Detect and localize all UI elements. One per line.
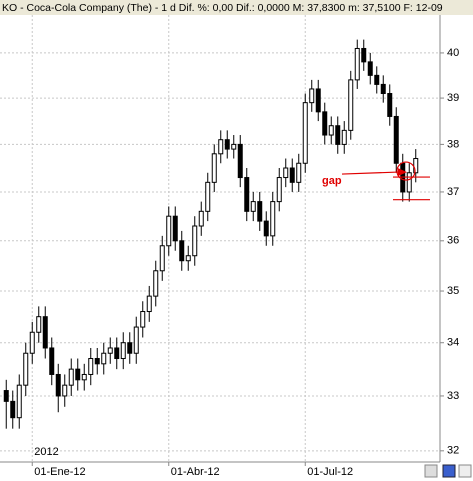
candle-body bbox=[380, 83, 386, 95]
candle-body bbox=[185, 255, 191, 262]
y-tick-label: 32 bbox=[447, 445, 459, 457]
candle-body bbox=[413, 158, 419, 174]
header-bar bbox=[0, 0, 473, 15]
plot-area: 32 33 34 35 36 37 38 39 40 01-Ene-12 01-Abr-12 01-J… bbox=[0, 15, 459, 478]
candle-body bbox=[224, 139, 230, 150]
candle-body bbox=[257, 201, 263, 222]
candle-body bbox=[335, 125, 341, 145]
candle-body bbox=[16, 384, 22, 419]
candle-body bbox=[328, 125, 334, 136]
y-tick-label: 35 bbox=[447, 285, 459, 297]
candle-body bbox=[244, 177, 250, 212]
year-label: 2012 bbox=[34, 446, 58, 458]
candle-body bbox=[302, 102, 308, 164]
candle-body bbox=[3, 390, 9, 402]
y-tick-label: 37 bbox=[447, 186, 459, 198]
candle-body bbox=[114, 347, 120, 360]
candle-body bbox=[263, 220, 269, 237]
tool-icon[interactable] bbox=[458, 464, 472, 478]
candle-body bbox=[133, 326, 139, 354]
candle-body bbox=[283, 167, 289, 179]
candle-body bbox=[348, 79, 354, 131]
candle-body bbox=[36, 316, 42, 333]
annotation-arrow bbox=[341, 171, 399, 175]
candle-body bbox=[10, 400, 16, 419]
candle-body bbox=[387, 93, 393, 117]
candle-body bbox=[23, 352, 29, 386]
candle-body bbox=[101, 352, 107, 365]
arrow-head bbox=[398, 168, 407, 177]
candle-body bbox=[361, 47, 367, 63]
candle-body bbox=[406, 172, 412, 193]
candle-body bbox=[276, 177, 282, 203]
candle-body bbox=[315, 88, 321, 113]
candle-body bbox=[172, 215, 178, 242]
annotation-circle bbox=[396, 161, 416, 181]
candle-body bbox=[49, 347, 55, 375]
candle-body bbox=[322, 111, 328, 136]
candle-body bbox=[354, 47, 360, 81]
candle-body bbox=[205, 181, 211, 212]
candle-body bbox=[309, 88, 315, 104]
y-tick-label: 40 bbox=[447, 47, 459, 59]
candle-body bbox=[192, 225, 198, 257]
candle-body bbox=[296, 162, 302, 183]
x-tick-label: 01-Ene-12 bbox=[34, 466, 85, 478]
candle-body bbox=[218, 139, 224, 155]
y-tick-label: 39 bbox=[447, 92, 459, 104]
candle-body bbox=[94, 358, 100, 365]
candle-body bbox=[231, 143, 237, 150]
candle-body bbox=[127, 342, 133, 354]
candle-body bbox=[29, 331, 35, 354]
x-axis-strip bbox=[0, 462, 473, 481]
x-tick-label: 01-Abr-12 bbox=[171, 466, 220, 478]
y-tick-label: 36 bbox=[447, 235, 459, 247]
zoom-icon[interactable] bbox=[424, 464, 438, 478]
candle-body bbox=[198, 210, 204, 227]
candle-body bbox=[270, 201, 276, 237]
y-tick-label: 38 bbox=[447, 138, 459, 150]
candle-body bbox=[374, 74, 380, 85]
candle-body bbox=[55, 373, 61, 397]
candle-body bbox=[237, 143, 243, 179]
candle-body bbox=[146, 295, 152, 313]
y-tick-label: 33 bbox=[447, 390, 459, 402]
candle-body bbox=[250, 201, 256, 212]
candle-body bbox=[42, 316, 48, 349]
candle-body bbox=[393, 115, 399, 164]
candle-body bbox=[140, 311, 146, 328]
candle-body bbox=[68, 368, 74, 386]
candle-body bbox=[341, 129, 347, 145]
candle-body bbox=[179, 240, 185, 262]
candle-body bbox=[367, 61, 373, 76]
candle-body bbox=[211, 153, 217, 183]
candle-body bbox=[159, 245, 165, 272]
candle-body bbox=[289, 167, 295, 183]
candle-body bbox=[153, 270, 159, 297]
x-tick-label: 01-Jul-12 bbox=[307, 466, 353, 478]
candle-body bbox=[62, 384, 68, 397]
candle-body bbox=[81, 373, 87, 381]
annotation-text: gap bbox=[322, 175, 342, 187]
candle-body bbox=[75, 368, 81, 381]
chart-title: KO - Coca-Cola Company (The) - 1 d Dif. … bbox=[2, 2, 443, 14]
candle-body bbox=[88, 358, 94, 375]
y-tick-label: 34 bbox=[447, 337, 459, 349]
candle-body bbox=[166, 215, 172, 247]
save-icon[interactable] bbox=[442, 464, 456, 478]
candle-body bbox=[120, 342, 126, 360]
candle-body bbox=[107, 347, 113, 354]
